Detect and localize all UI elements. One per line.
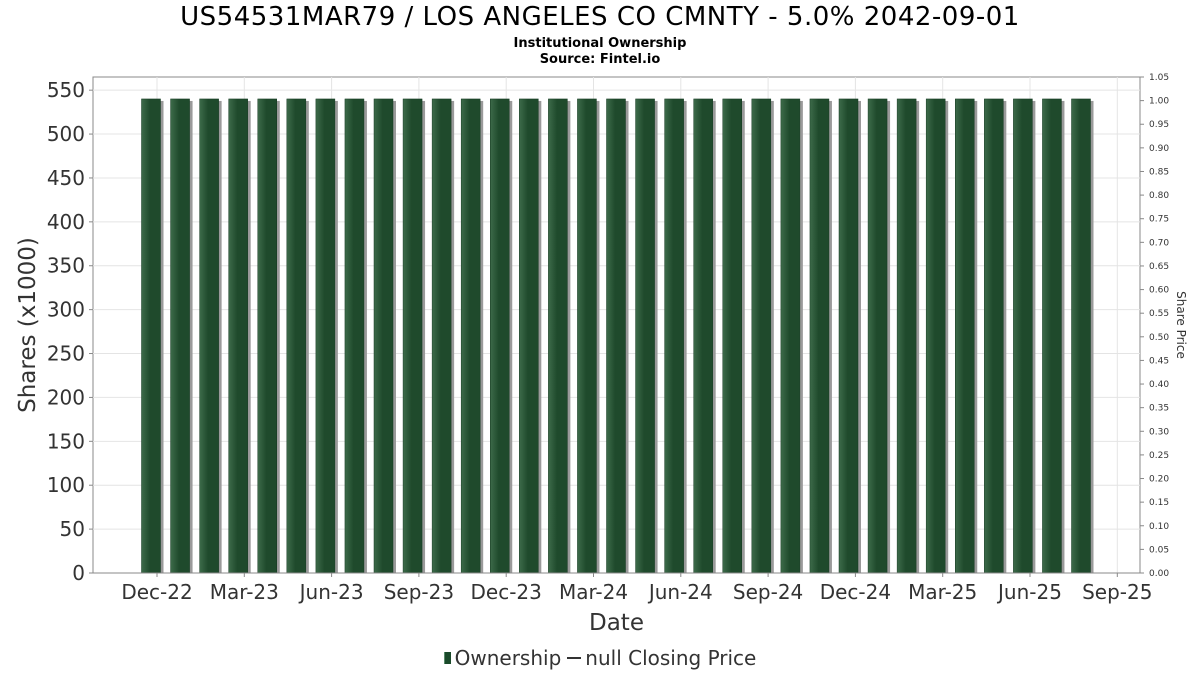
legend-ownership-label: Ownership xyxy=(454,646,562,670)
ownership-bar xyxy=(925,98,946,574)
chart-title: US54531MAR79 / LOS ANGELES CO CMNTY - 5.… xyxy=(180,2,1020,32)
y2-tick-label: 0.90 xyxy=(1149,144,1169,154)
ownership-bar xyxy=(519,98,539,574)
y2-tick-label: 0.40 xyxy=(1149,380,1169,390)
y2-tick-label: 0.65 xyxy=(1149,262,1169,272)
x-tick-label: Sep-25 xyxy=(1082,580,1152,604)
ownership-bar xyxy=(490,98,510,574)
y2-tick-label: 0.55 xyxy=(1149,309,1169,319)
y2-tick-label: 0.45 xyxy=(1149,356,1169,366)
y-axis-title: Shares (x1000) xyxy=(15,237,41,413)
x-tick-label: Sep-24 xyxy=(733,580,803,604)
y-tick-label: 450 xyxy=(47,166,85,190)
ownership-bar xyxy=(809,98,830,574)
ownership-bar xyxy=(344,98,365,574)
ownership-bar xyxy=(431,98,452,574)
x-tick-label: Dec-24 xyxy=(820,580,891,604)
y2-tick-label: 0.00 xyxy=(1149,569,1169,579)
x-tick-label: Mar-25 xyxy=(908,580,977,604)
y-tick-label: 150 xyxy=(47,429,85,453)
price-line-icon xyxy=(567,657,582,659)
ownership-bar xyxy=(751,98,772,574)
ownership-bar xyxy=(141,98,161,574)
y-tick-label: 0 xyxy=(72,561,85,585)
ownership-bar xyxy=(460,98,481,574)
ownership-bar xyxy=(1042,98,1062,574)
y2-tick-label: 0.85 xyxy=(1149,167,1169,177)
y2-tick-label: 0.35 xyxy=(1149,404,1169,414)
ownership-bar xyxy=(286,98,307,574)
y-tick-label: 250 xyxy=(47,342,85,366)
ownership-bar xyxy=(1071,98,1091,574)
y-tick-label: 50 xyxy=(60,517,85,541)
y-tick-label: 500 xyxy=(47,122,85,146)
y-tick-label: 300 xyxy=(47,298,85,322)
ownership-bar xyxy=(257,98,277,574)
y2-tick-label: 0.60 xyxy=(1149,286,1169,296)
y2-axis-title: Share Price xyxy=(1174,291,1188,359)
ownership-swatch-icon xyxy=(443,652,451,664)
y2-tick-label: 0.70 xyxy=(1149,238,1169,248)
ownership-bar xyxy=(955,98,975,574)
x-tick-label: Dec-23 xyxy=(471,580,542,604)
x-tick-label: Jun-24 xyxy=(647,580,713,604)
y2-tick-label: 0.30 xyxy=(1149,427,1169,437)
y-tick-label: 550 xyxy=(47,78,85,102)
y2-tick-label: 0.95 xyxy=(1149,120,1169,130)
ownership-bar xyxy=(199,98,219,574)
ownership-bar xyxy=(606,98,626,574)
legend-price-label: null Closing Price xyxy=(585,646,757,670)
y2-tick-label: 0.25 xyxy=(1149,451,1169,461)
ownership-bar xyxy=(984,98,1004,574)
ownership-bar xyxy=(896,98,917,574)
legend: Ownership null Closing Price xyxy=(0,646,1200,670)
y2-tick-label: 0.10 xyxy=(1149,522,1169,532)
x-tick-label: Mar-24 xyxy=(559,580,628,604)
chart-subtitle: Institutional Ownership xyxy=(513,36,687,51)
y2-tick-label: 0.75 xyxy=(1149,215,1169,225)
y2-tick-label: 0.15 xyxy=(1149,498,1169,508)
x-tick-label: Jun-23 xyxy=(298,580,364,604)
x-tick-label: Sep-23 xyxy=(384,580,454,604)
ownership-bar xyxy=(693,98,713,574)
ownership-bar xyxy=(635,98,655,574)
y2-tick-label: 0.80 xyxy=(1149,191,1169,201)
ownership-bar xyxy=(722,98,742,574)
x-tick-label: Jun-25 xyxy=(996,580,1062,604)
ownership-bar xyxy=(315,98,336,574)
ownership-bar xyxy=(1013,98,1033,574)
y-tick-label: 100 xyxy=(47,473,85,497)
y-tick-label: 350 xyxy=(47,254,85,278)
ownership-bar xyxy=(228,98,248,574)
y2-tick-label: 0.20 xyxy=(1149,475,1169,485)
y2-tick-label: 0.05 xyxy=(1149,545,1169,555)
ownership-bar xyxy=(170,98,190,574)
y2-tick-label: 1.05 xyxy=(1149,73,1169,83)
x-tick-label: Mar-23 xyxy=(210,580,279,604)
x-tick-label: Dec-22 xyxy=(121,580,192,604)
ownership-bar xyxy=(664,98,684,574)
ownership-bar xyxy=(577,98,597,574)
y2-tick-label: 0.50 xyxy=(1149,333,1169,343)
ownership-bar xyxy=(838,98,859,574)
y2-tick-label: 1.00 xyxy=(1149,97,1169,107)
x-axis-title: Date xyxy=(589,610,644,636)
y-tick-label: 400 xyxy=(47,210,85,234)
y-tick-label: 200 xyxy=(47,385,85,409)
ownership-bar xyxy=(548,98,568,574)
ownership-bar xyxy=(867,98,888,574)
chart-source: Source: Fintel.io xyxy=(539,52,661,67)
ownership-bar xyxy=(373,98,394,574)
ownership-bar xyxy=(780,98,801,574)
ownership-bar xyxy=(402,98,423,574)
